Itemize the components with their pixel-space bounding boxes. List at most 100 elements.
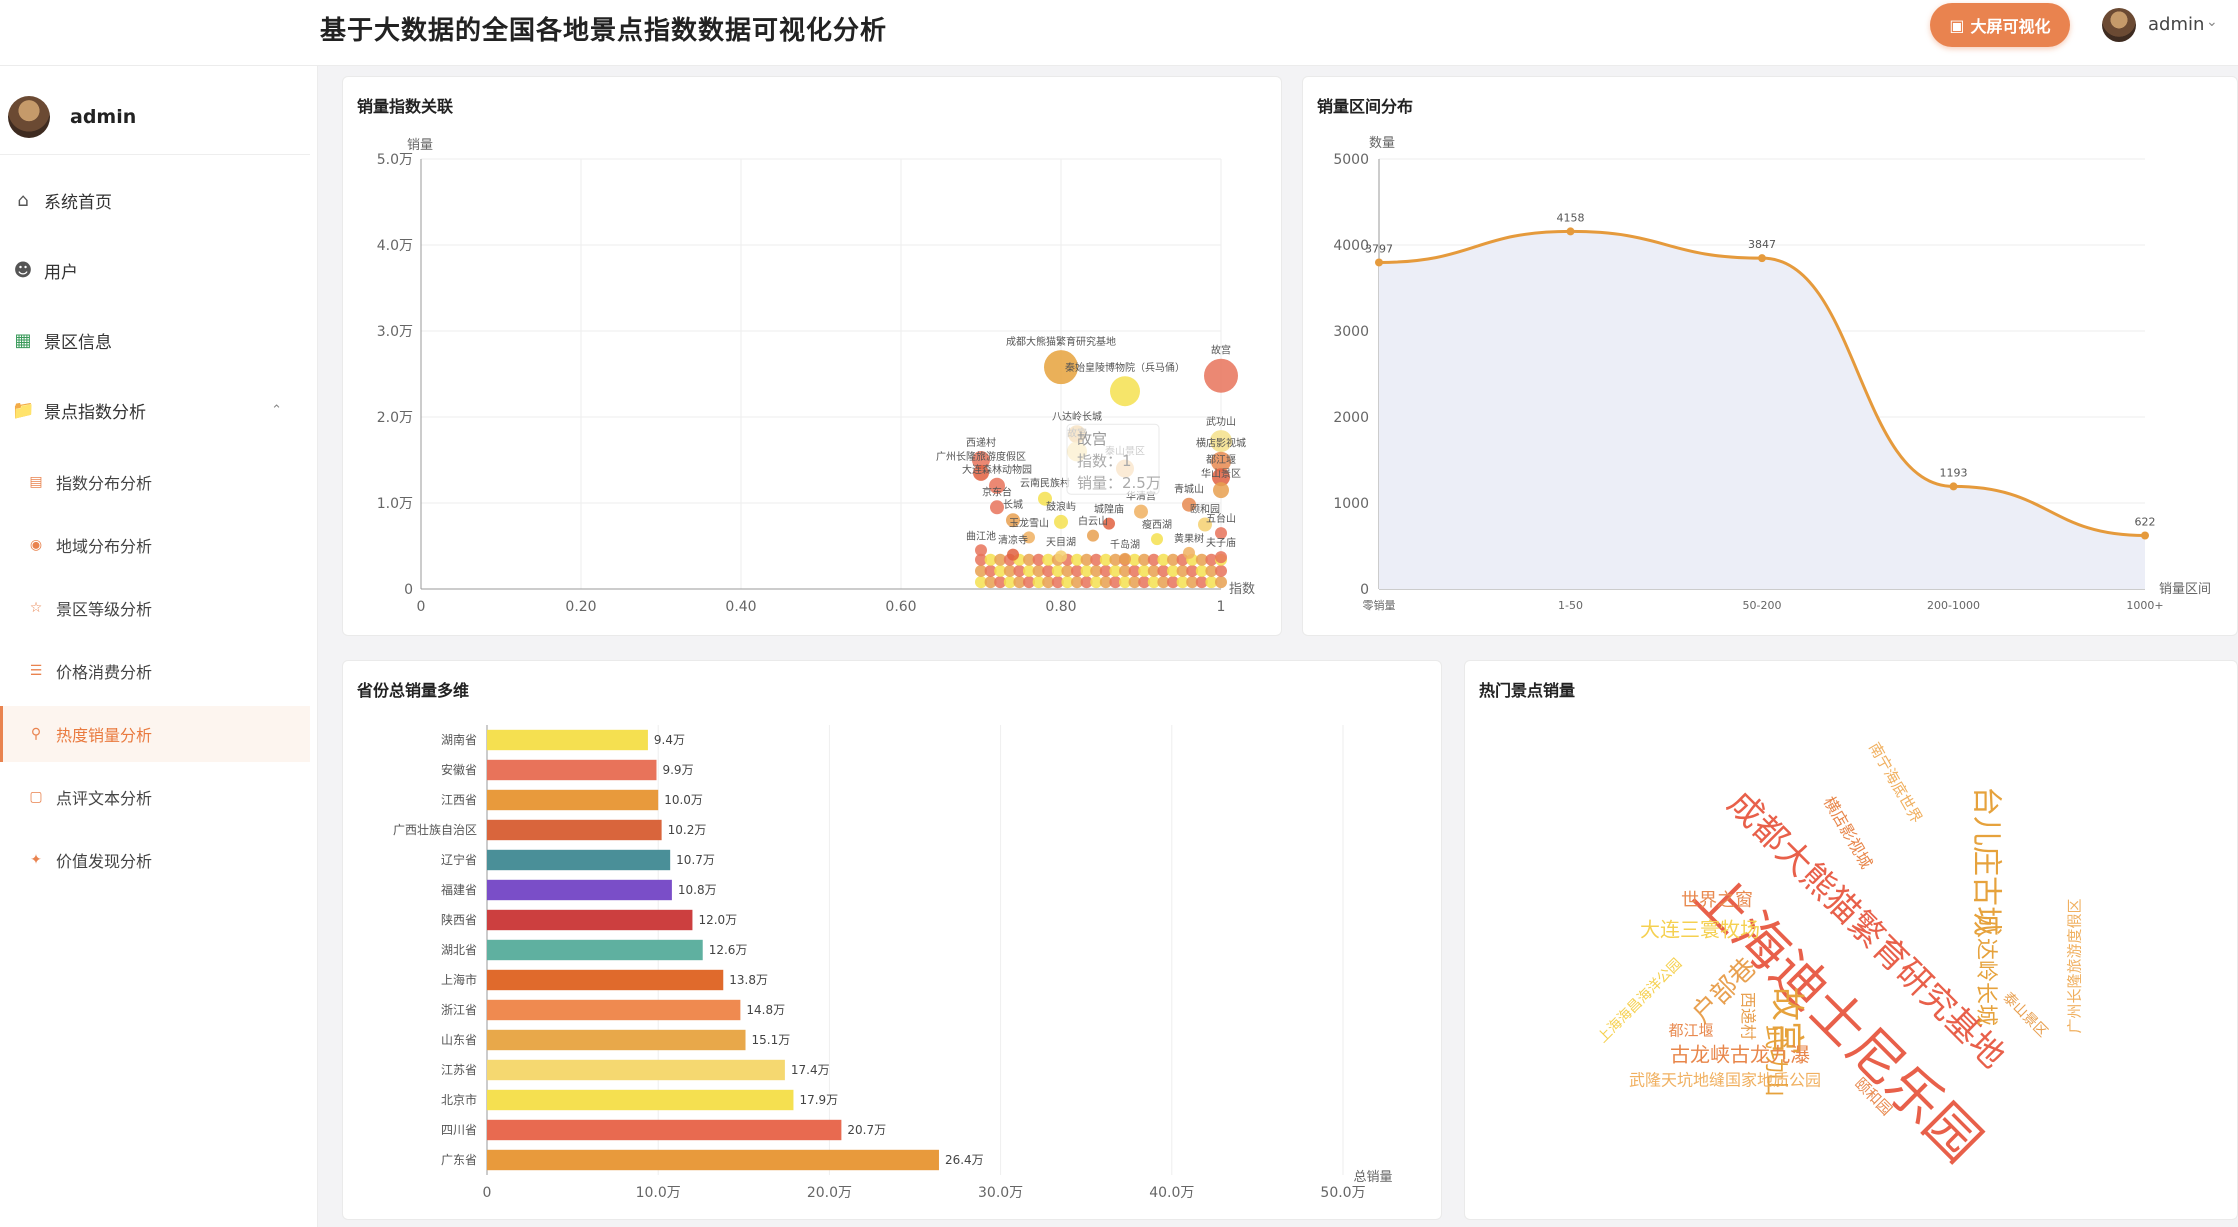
point-label: 西递村 [966, 436, 996, 449]
scatter-point [1090, 576, 1103, 589]
scatter-point [1090, 553, 1103, 566]
scatter-point [1051, 576, 1064, 589]
point-label: 鼓浪屿 [1046, 500, 1076, 513]
scatter-point [1080, 553, 1093, 566]
scatter-point [1119, 564, 1131, 577]
sidebar-subitem-review-text[interactable]: ▢ 点评文本分析 [0, 769, 310, 825]
scatter-chart[interactable]: 0 1.0万 2.0万 3.0万 4.0万 5.0万 0 0.20 0.40 0.60 0.80 1 销… [343, 77, 1283, 637]
area-point [1758, 254, 1766, 263]
scatter-point [1110, 376, 1140, 407]
scatter-point [1023, 531, 1035, 544]
word: 西递村 [1739, 992, 1758, 1040]
bar [487, 1059, 785, 1081]
scatter-point [1205, 553, 1218, 566]
scatter-point [1138, 564, 1151, 577]
y-tick-label: 2.0万 [377, 410, 413, 426]
scatter-point [1119, 552, 1131, 565]
tooltip-title: 故宫 [1077, 430, 1107, 448]
point-label: 城隍庙 [1094, 503, 1124, 516]
scatter-point [994, 553, 1007, 566]
y-tick-label: 广西壮族自治区 [393, 823, 477, 837]
scatter-point [1042, 576, 1055, 589]
sidebar-item-scenic-info[interactable]: ▦ 景区信息 [0, 312, 310, 368]
area-point [2141, 531, 2149, 540]
point-label: 京东台 [982, 485, 1012, 498]
scatter-point [1128, 564, 1141, 577]
bar [487, 879, 672, 901]
scatter-point [1013, 576, 1026, 589]
x-axis-label: 销量区间 [2159, 582, 2211, 597]
scatter-point [1210, 430, 1232, 453]
avatar[interactable] [2102, 8, 2136, 42]
scatter-point [1186, 564, 1199, 577]
word: 八达岭长城 [1973, 916, 1998, 1026]
monitor-icon: ▣ [1949, 15, 1965, 35]
scatter-point [984, 564, 997, 577]
data-label: 9.9万 [662, 763, 693, 777]
scatter-card: 销量指数关联 0 1.0万 2.0万 3.0万 4.0万 5.0万 0 0.20 0.40 0.6… [342, 76, 1282, 636]
point-label: 瘦西湖 [1142, 518, 1172, 531]
scatter-point [1167, 553, 1179, 566]
sidebar-subitem-value-discovery[interactable]: ✦ 价值发现分析 [0, 832, 310, 888]
sidebar-subitem-level-analysis[interactable]: ☆ 景区等级分析 [0, 580, 310, 636]
scatter-point [1204, 358, 1238, 393]
sidebar-item-index-analysis[interactable]: 📁 景点指数分析 ⌃ [0, 382, 310, 438]
point-label: 五台山 [1206, 512, 1236, 525]
y-tick-label: 浙江省 [441, 1003, 477, 1017]
area-card: 销量区间分布 0 1000 2000 3000 4000 5000 数量 销量区间 3797 零销… [1302, 76, 2238, 636]
sidebar-subitem-index-distribution[interactable]: ▤ 指数分布分析 [0, 454, 310, 510]
point-label: 千岛湖 [1110, 538, 1140, 551]
sidebar-item-home[interactable]: ⌂ 系统首页 [0, 172, 310, 228]
x-axis-label: 总销量 [1353, 1170, 1392, 1185]
scatter-point [1038, 491, 1052, 506]
sparkle-icon: ✦ [30, 852, 42, 868]
chevron-down-icon[interactable]: ⌄ [2206, 14, 2218, 30]
x-tick-label: 0.20 [565, 599, 596, 615]
scatter-point [1080, 564, 1093, 577]
scatter-point [1109, 576, 1122, 589]
sidebar-subitem-region-distribution[interactable]: ◉ 地域分布分析 [0, 517, 310, 573]
y-tick-label: 辽宁省 [441, 852, 477, 867]
y-tick-label: 2000 [1333, 410, 1369, 426]
data-label: 10.8万 [678, 883, 717, 897]
scatter-point [1042, 553, 1055, 566]
word: 世界之窗 [1681, 890, 1753, 911]
scatter-point [989, 477, 1005, 494]
scatter-point [1051, 564, 1064, 577]
y-tick-label: 1.0万 [377, 496, 413, 512]
x-tick-label: 200-1000 [1927, 599, 1980, 612]
x-tick-label: 0.60 [885, 599, 916, 615]
scatter-point [1032, 576, 1045, 589]
chart-icon: ▤ [29, 474, 43, 490]
data-label: 10.7万 [676, 853, 715, 867]
bar [487, 939, 703, 961]
x-tick-label: 零销量 [1363, 598, 1396, 612]
sidebar-subitem-heat-sales[interactable]: ⚲ 热度销量分析 [0, 706, 310, 762]
bigscreen-button[interactable]: ▣ 大屏可视化 [1930, 3, 2070, 47]
star-icon: ☆ [29, 600, 43, 616]
sidebar-item-user[interactable]: ☻ 用户 [0, 242, 310, 298]
sidebar-subitem-price-analysis[interactable]: ☰ 价格消费分析 [0, 643, 310, 699]
x-tick-label: 1 [1217, 599, 1226, 615]
y-axis-label: 销量 [407, 138, 433, 153]
location-icon: ◉ [29, 537, 43, 553]
scatter-point [1211, 451, 1231, 472]
scatter-point [1109, 553, 1122, 566]
sidebar-subitem-label: 点评文本分析 [56, 789, 153, 808]
x-tick-label: 1000+ [2126, 599, 2163, 612]
y-tick-label: 5.0万 [377, 152, 413, 168]
scatter-point [1157, 553, 1170, 566]
header-username[interactable]: admin [2148, 14, 2205, 35]
bar-card: 省份总销量多维 0 10.0万 20.0万 30.0万 40.0万 50.0万 总销量 湖南省… [342, 660, 1442, 1220]
data-label: 3847 [1748, 238, 1776, 251]
scatter-point [975, 544, 987, 557]
data-label: 3797 [1365, 242, 1393, 255]
sidebar-user: admin [8, 96, 136, 138]
sidebar: admin ⌂ 系统首页 ☻ 用户 ▦ 景区信息 📁 景点指数分析 ⌃ ▤ 指数… [0, 66, 318, 1227]
tooltip-sales: 销量：2.5万 [1077, 474, 1161, 492]
sidebar-subitem-label: 指数分布分析 [56, 474, 153, 493]
scatter-point [1071, 553, 1083, 566]
